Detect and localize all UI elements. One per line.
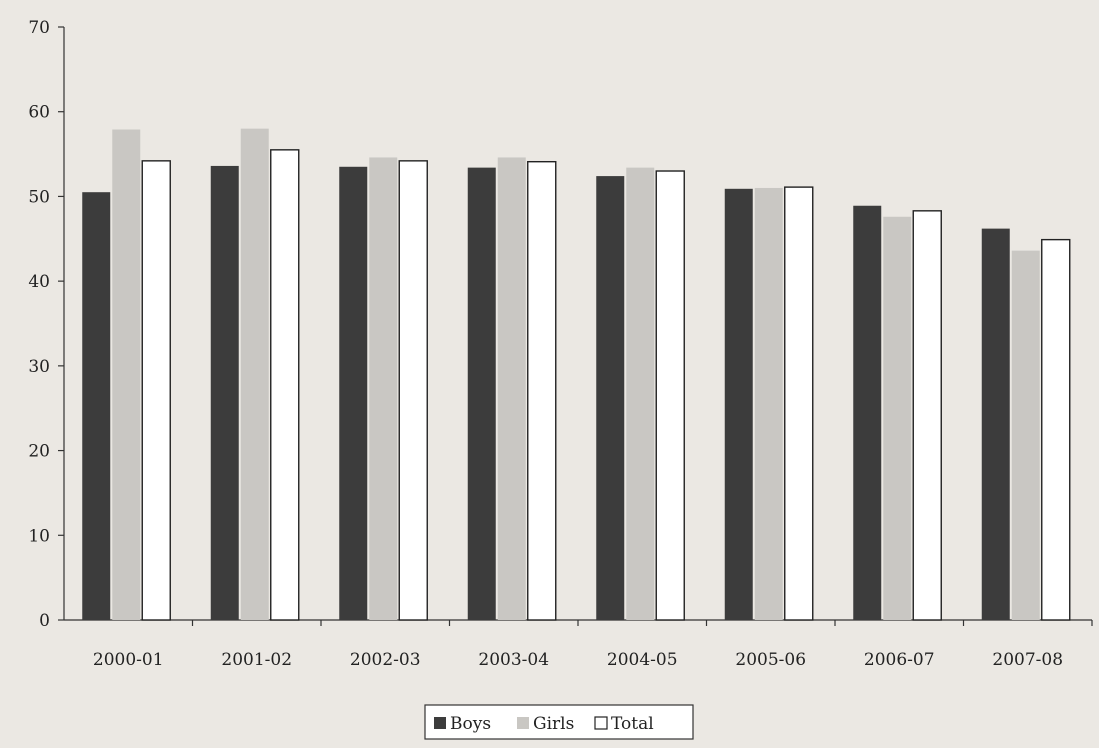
y-tick-label: 10 [28,526,50,546]
bar-total [1042,240,1070,620]
bar-girls [498,157,526,620]
bar-total [528,162,556,620]
bar-total [399,161,427,620]
x-tick-label: 2000-01 [93,650,164,670]
legend: Boys Girls Total [425,705,693,739]
x-tick-label: 2004-05 [607,650,678,670]
y-axis: 0 10 20 30 40 50 60 70 [28,18,64,631]
x-tick-label: 2002-03 [350,650,421,670]
x-tick-label: 2006-07 [864,650,935,670]
y-tick-label: 30 [28,357,50,377]
bar-girls [241,129,269,620]
bars [82,129,1070,620]
y-tick-label: 70 [28,18,50,38]
bar-total [656,171,684,620]
bar-boys [725,189,753,620]
legend-swatch-boys [434,717,446,729]
legend-label-girls: Girls [533,714,574,734]
x-tick-label: 2001-02 [221,650,292,670]
bar-total [785,187,813,620]
bar-boys [339,167,367,620]
x-tick-label: 2005-06 [735,650,806,670]
y-tick-label: 50 [28,187,50,207]
bar-girls [755,188,783,620]
legend-swatch-total [595,717,607,729]
x-tick-label: 2003-04 [478,650,549,670]
bar-boys [853,206,881,620]
bar-total [271,150,299,620]
bar-boys [211,166,239,620]
bar-boys [468,168,496,620]
y-tick-label: 20 [28,442,50,462]
legend-label-total: Total [611,714,654,734]
legend-swatch-girls [517,717,529,729]
y-tick-label: 40 [28,272,50,292]
bar-girls [1012,251,1040,620]
bar-boys [982,229,1010,620]
x-tick-label: 2007-08 [992,650,1063,670]
bar-total [142,161,170,620]
y-tick-label: 0 [39,611,50,631]
bar-total [913,211,941,620]
y-tick-label: 60 [28,103,50,123]
legend-label-boys: Boys [450,714,491,734]
bar-girls [369,157,397,620]
x-axis: 2000-01 2001-02 2002-03 2003-04 2004-05 2005-… [64,620,1092,670]
bar-girls [626,168,654,620]
bar-girls [883,217,911,620]
bar-boys [82,192,110,620]
bar-girls [112,130,140,620]
bar-boys [596,176,624,620]
